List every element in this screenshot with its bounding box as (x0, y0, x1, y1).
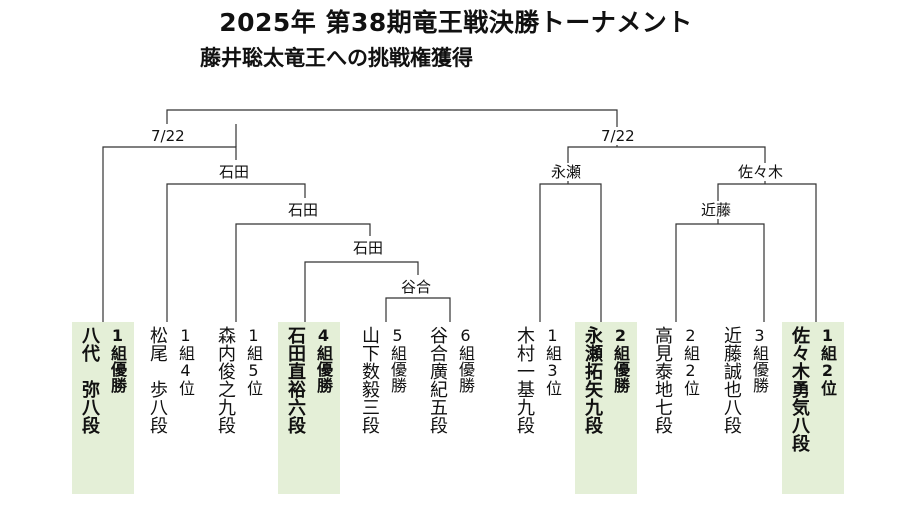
player-card: 2組優勝 永瀬拓矢九段 (575, 322, 637, 494)
winner-label-left-r2: 石田 (350, 239, 387, 257)
player-seed: 5組優勝 (388, 326, 407, 393)
player-seed: 2組優勝 (611, 326, 630, 393)
final-connector (166, 109, 618, 124)
player-seed: 2組2位 (681, 326, 700, 396)
player-seed: 1組優勝 (108, 326, 127, 393)
player-name: 木村一基九段 (514, 326, 535, 434)
player-seed: 1組4位 (176, 326, 195, 396)
page-subtitle: 藤井聡太竜王への挑戦権獲得 (200, 46, 473, 70)
player-name: 山下数毅三段 (359, 326, 380, 434)
player-seed: 6組優勝 (456, 326, 475, 393)
player-name: 松尾 歩八段 (147, 326, 168, 434)
player-name: 谷合廣紀五段 (427, 326, 448, 434)
right-top-connector (567, 146, 766, 160)
player-card: 3組優勝 近藤誠也八段 (714, 322, 776, 494)
player-name: 永瀬拓矢九段 (582, 326, 603, 434)
left-date-label: 7/22 (148, 127, 188, 145)
player-seed: 3組優勝 (750, 326, 769, 393)
left-r3-connector (235, 223, 371, 322)
winner-label-right-a: 永瀬 (548, 163, 585, 181)
winner-label-left-r1: 谷合 (398, 278, 435, 296)
player-name: 佐々木勇気八段 (789, 326, 810, 452)
player-card: 1組5位 森内俊之九段 (208, 322, 270, 494)
page-title: 2025年 第38期竜王戦決勝トーナメント (219, 8, 693, 37)
winner-label-right-b: 佐々木 (735, 163, 787, 181)
player-card: 4組優勝 石田直裕六段 (278, 322, 340, 494)
player-card: 1組優勝 八代 弥八段 (72, 322, 134, 494)
player-name: 八代 弥八段 (79, 326, 100, 434)
player-card: 1組2位 佐々木勇気八段 (782, 322, 844, 494)
winner-label-left-r4: 石田 (216, 163, 253, 181)
right-date-label: 7/22 (598, 127, 638, 145)
left-r1-connector (385, 297, 451, 322)
player-card: 2組2位 高見泰地七段 (645, 322, 707, 494)
right-b-connector (717, 183, 817, 322)
player-seed: 1組2位 (818, 326, 837, 396)
player-seed: 1組5位 (244, 326, 263, 396)
left-top-connector (102, 146, 237, 322)
player-name: 石田直裕六段 (285, 326, 306, 434)
player-card: 5組優勝 山下数毅三段 (352, 322, 414, 494)
player-card: 6組優勝 谷合廣紀五段 (420, 322, 482, 494)
right-b-inner-connector (675, 223, 765, 322)
player-seed: 4組優勝 (314, 326, 333, 393)
player-name: 近藤誠也八段 (721, 326, 742, 434)
player-name: 高見泰地七段 (652, 326, 673, 434)
player-card: 1組4位 松尾 歩八段 (140, 322, 202, 494)
player-seed: 1組3位 (543, 326, 562, 396)
left-r2-connector (304, 261, 419, 322)
player-name: 森内俊之九段 (215, 326, 236, 434)
right-a-connector (539, 183, 602, 322)
winner-label-left-r3: 石田 (285, 201, 322, 219)
winner-label-right-b-inner: 近藤 (698, 201, 735, 219)
left-r4-connector (166, 183, 306, 322)
player-card: 1組3位 木村一基九段 (507, 322, 569, 494)
